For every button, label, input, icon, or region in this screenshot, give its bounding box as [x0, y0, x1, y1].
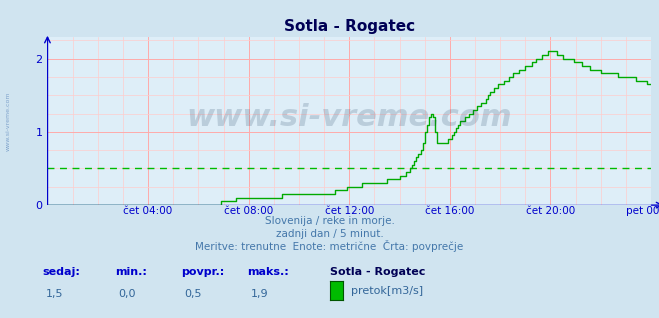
Text: Meritve: trenutne  Enote: metrične  Črta: povprečje: Meritve: trenutne Enote: metrične Črta: …: [195, 240, 464, 252]
Text: sedaj:: sedaj:: [43, 267, 80, 277]
Text: povpr.:: povpr.:: [181, 267, 225, 277]
Text: 0,0: 0,0: [119, 289, 136, 299]
Text: www.si-vreme.com: www.si-vreme.com: [5, 91, 11, 151]
Text: 0,5: 0,5: [185, 289, 202, 299]
Text: min.:: min.:: [115, 267, 147, 277]
Text: 1,5: 1,5: [46, 289, 64, 299]
Title: Sotla - Rogatec: Sotla - Rogatec: [284, 19, 415, 34]
Text: zadnji dan / 5 minut.: zadnji dan / 5 minut.: [275, 229, 384, 239]
Text: Sotla - Rogatec: Sotla - Rogatec: [330, 267, 425, 277]
Text: pretok[m3/s]: pretok[m3/s]: [351, 286, 423, 295]
Text: Slovenija / reke in morje.: Slovenija / reke in morje.: [264, 216, 395, 226]
Text: maks.:: maks.:: [247, 267, 289, 277]
Text: www.si-vreme.com: www.si-vreme.com: [186, 103, 512, 132]
Text: 1,9: 1,9: [250, 289, 268, 299]
